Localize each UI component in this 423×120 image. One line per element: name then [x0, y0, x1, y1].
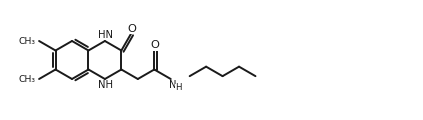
Text: HN: HN — [99, 30, 113, 40]
Text: H: H — [175, 84, 181, 93]
Text: O: O — [127, 24, 136, 34]
Text: NH: NH — [99, 80, 113, 90]
Text: O: O — [151, 41, 160, 51]
Text: N: N — [169, 80, 176, 90]
Text: CH₃: CH₃ — [18, 36, 35, 45]
Text: CH₃: CH₃ — [18, 75, 35, 84]
